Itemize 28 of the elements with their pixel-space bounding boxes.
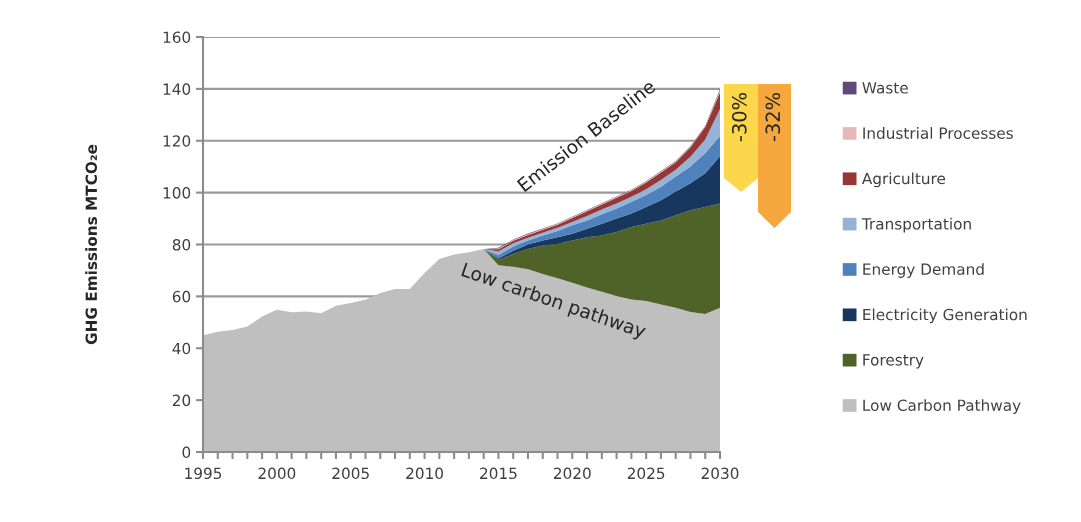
y-tick-label: 140: [163, 83, 191, 95]
y-tick-label: 40: [172, 342, 191, 355]
y-tick-label: 20: [172, 394, 191, 407]
x-tick-label: 2020: [553, 467, 591, 480]
legend-label: Waste: [862, 82, 908, 94]
y-axis-title: GHG Emissions MTCO₂e: [85, 144, 98, 345]
y-tick-label: 100: [163, 187, 191, 199]
legend-label: Agriculture: [861, 172, 946, 188]
x-tick-label: 1995: [185, 467, 222, 480]
text: -32%: [765, 92, 781, 142]
legend-label: Electricity Generation: [863, 308, 1027, 324]
y-tick-label: 80: [172, 238, 191, 251]
x-tick-label: 2015: [480, 467, 517, 480]
y-tick-label: 0: [182, 446, 191, 459]
x-tick-label: 2030: [701, 467, 739, 480]
text: -30%: [731, 92, 747, 142]
legend-label: Energy Demand: [863, 263, 984, 278]
x-tick-label: 2005: [332, 467, 369, 480]
y-tick-label: 160: [163, 31, 191, 44]
legend-label: Transportation: [861, 217, 971, 233]
x-tick-label: 2000: [258, 467, 296, 480]
x-tick-label: 2025: [627, 467, 665, 480]
x-tick-label: 2010: [406, 467, 443, 480]
legend-label: Industrial Processes: [863, 127, 1013, 139]
legend-label: Forestry: [863, 354, 924, 369]
y-tick-label: 60: [172, 290, 191, 303]
y-tick-label: 120: [163, 135, 191, 147]
legend-label: Low Carbon Pathway: [863, 399, 1021, 414]
